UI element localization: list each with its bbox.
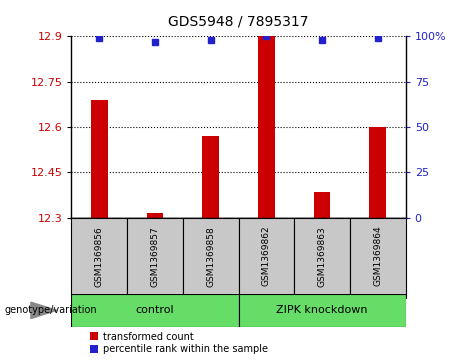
Text: GSM1369857: GSM1369857	[150, 226, 160, 286]
FancyBboxPatch shape	[71, 218, 127, 298]
FancyBboxPatch shape	[238, 218, 294, 298]
FancyBboxPatch shape	[294, 218, 350, 298]
Bar	[147, 213, 163, 218]
FancyBboxPatch shape	[350, 218, 406, 298]
Text: GSM1369858: GSM1369858	[206, 226, 215, 286]
Text: genotype/variation: genotype/variation	[5, 305, 97, 315]
Bar	[258, 36, 275, 218]
Bar	[91, 100, 108, 218]
FancyBboxPatch shape	[183, 218, 238, 298]
Title: GDS5948 / 7895317: GDS5948 / 7895317	[168, 15, 309, 29]
Bar	[202, 136, 219, 218]
Text: GSM1369864: GSM1369864	[373, 226, 382, 286]
Bar	[314, 192, 331, 218]
FancyBboxPatch shape	[127, 218, 183, 298]
FancyBboxPatch shape	[238, 294, 406, 327]
Text: ZIPK knockdown: ZIPK knockdown	[277, 305, 368, 315]
Text: GSM1369856: GSM1369856	[95, 226, 104, 286]
Legend: transformed count, percentile rank within the sample: transformed count, percentile rank withi…	[90, 331, 268, 355]
Bar	[369, 127, 386, 218]
FancyBboxPatch shape	[71, 294, 238, 327]
Text: control: control	[136, 305, 174, 315]
Text: GSM1369863: GSM1369863	[318, 226, 327, 286]
Text: GSM1369862: GSM1369862	[262, 226, 271, 286]
Polygon shape	[31, 302, 57, 319]
